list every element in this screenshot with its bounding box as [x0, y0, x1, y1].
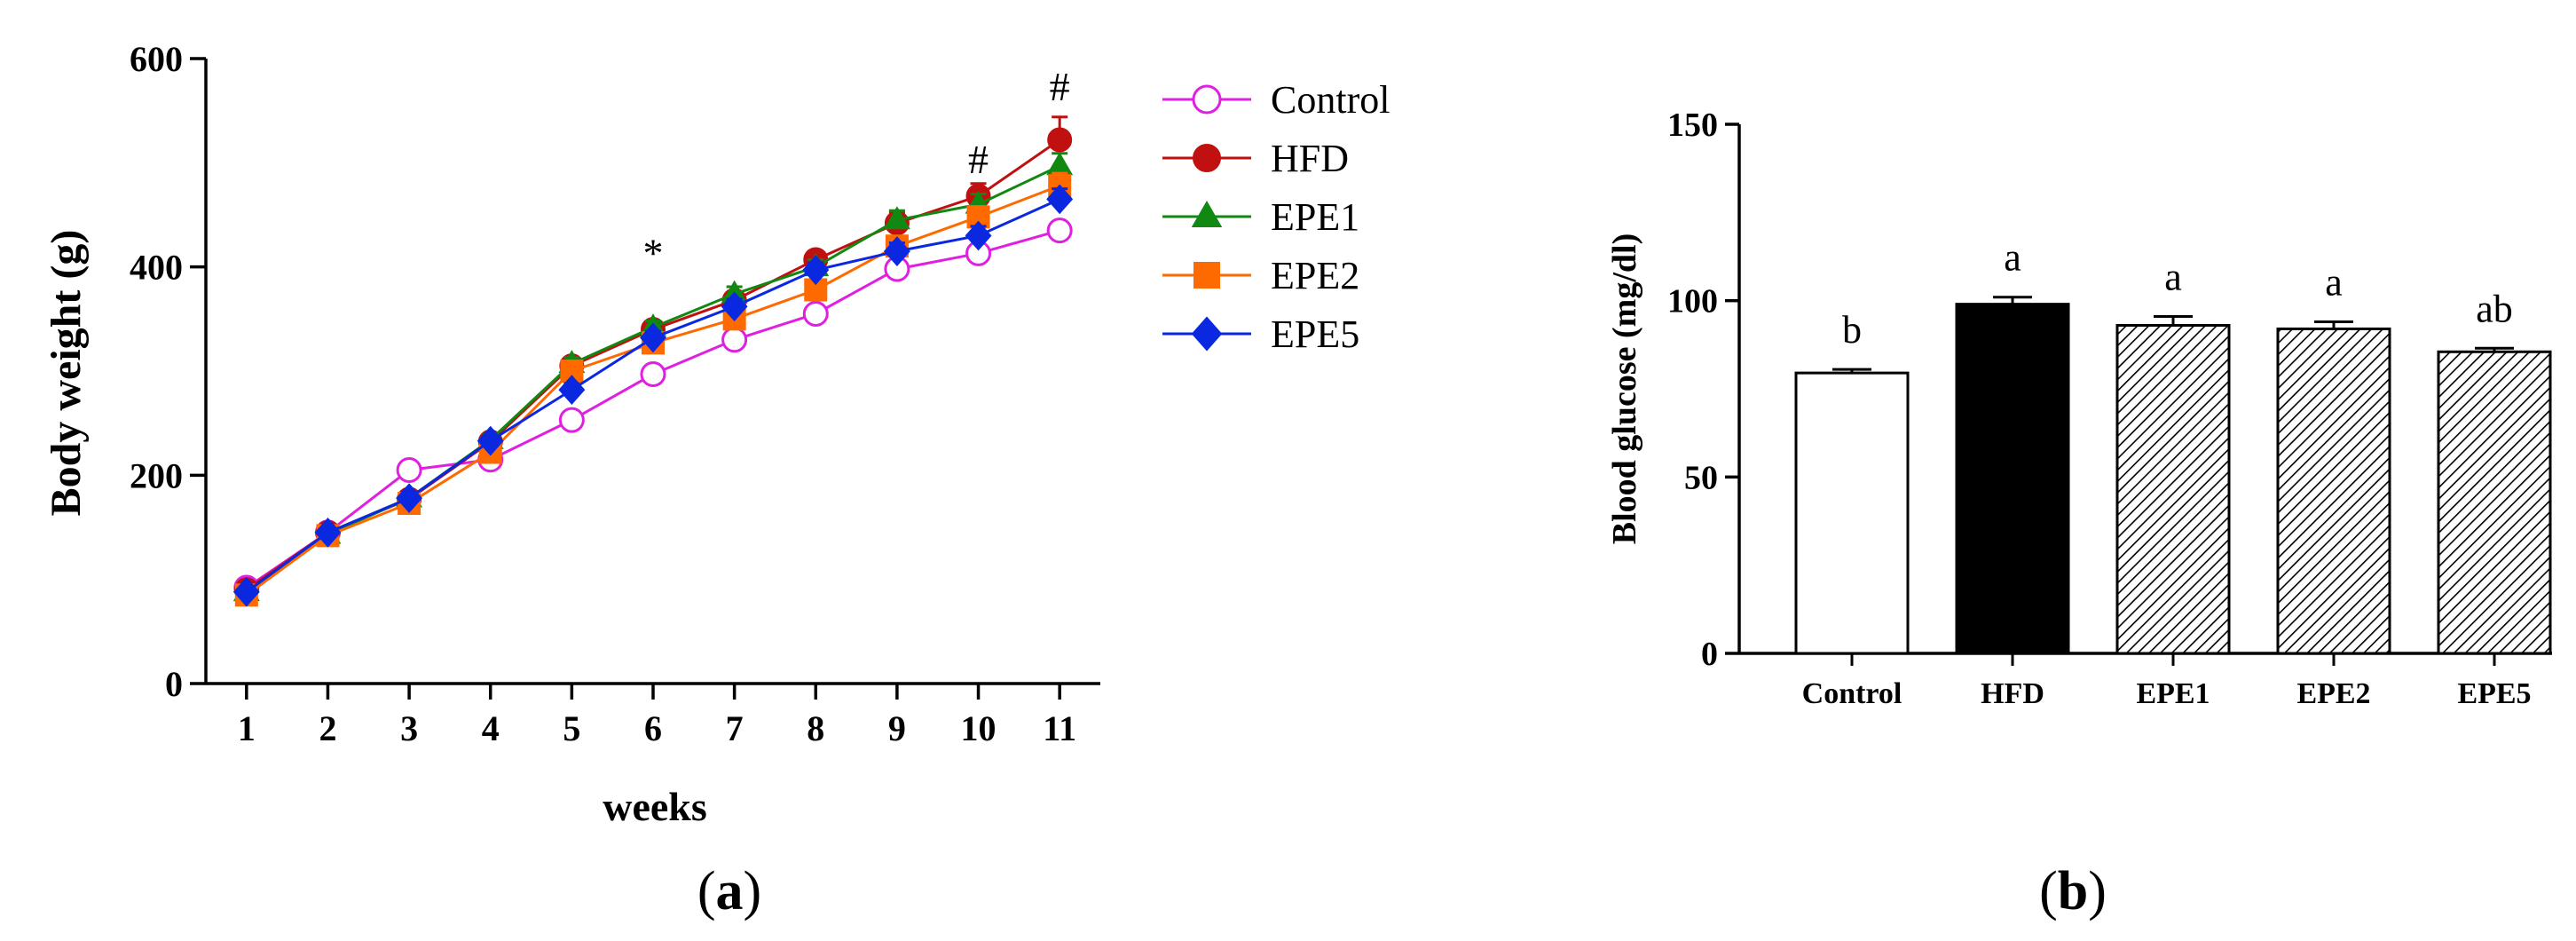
- y-tick-label: 50: [1684, 459, 1718, 496]
- x-tick-label: 1: [238, 708, 256, 748]
- category-label: EPE5: [2457, 677, 2531, 710]
- x-tick-label: 11: [1043, 708, 1076, 748]
- category-label: Control: [1802, 677, 1902, 710]
- data-point-epe5: [558, 375, 586, 406]
- data-point-epe5: [721, 291, 748, 322]
- x-tick-label: 6: [644, 708, 662, 748]
- panel-label-a: (a): [697, 861, 761, 921]
- x-tick-label: 2: [319, 708, 336, 748]
- series-hfd: [233, 115, 1073, 603]
- y-tick-label: 150: [1667, 107, 1718, 144]
- data-point-epe1: [1046, 152, 1074, 176]
- y-tick-label: 0: [165, 664, 183, 704]
- x-tick-label: 9: [888, 708, 906, 748]
- significance-letter: a: [2004, 236, 2021, 280]
- legend-marker: [1193, 144, 1221, 172]
- y-tick-label: 600: [130, 39, 183, 79]
- x-tick-label: 7: [726, 708, 744, 748]
- significance-letter: b: [1842, 308, 1862, 352]
- legend-item-hfd: HFD: [1162, 137, 1349, 180]
- data-point-epe1: [883, 206, 910, 230]
- y-axis-label: Blood glucose (mg/dl): [1606, 233, 1643, 544]
- legend-label-control: Control: [1271, 78, 1390, 122]
- x-tick-label: 5: [563, 708, 580, 748]
- legend-marker: [1191, 201, 1223, 227]
- legend-marker: [1191, 316, 1223, 352]
- legend-label-epe2: EPE2: [1271, 254, 1359, 297]
- data-point-control: [802, 300, 829, 327]
- legend-item-epe2: EPE2: [1162, 254, 1359, 297]
- significance-mark: #: [1050, 64, 1070, 109]
- significance-letter: ab: [2476, 287, 2513, 330]
- significance-mark: *: [643, 231, 664, 276]
- data-point-hfd: [1047, 127, 1073, 153]
- x-tick-label: 10: [961, 708, 997, 748]
- legend-marker: [1192, 84, 1222, 115]
- series-epe5: [232, 184, 1074, 607]
- x-tick-label: 8: [807, 708, 824, 748]
- legend-item-epe5: EPE5: [1162, 312, 1359, 356]
- panel-label-b: (b): [2039, 861, 2107, 921]
- data-point-epe5: [396, 483, 423, 514]
- data-point-control: [396, 456, 422, 483]
- legend-label-epe5: EPE5: [1271, 312, 1359, 356]
- legend-marker: [1193, 262, 1220, 289]
- series-line-control: [245, 229, 1060, 589]
- legend-label-epe1: EPE1: [1271, 195, 1359, 239]
- data-point-control: [640, 361, 666, 388]
- legend-item-control: Control: [1162, 78, 1390, 122]
- data-point-epe5: [883, 236, 910, 266]
- data-point-epe5: [1046, 184, 1074, 215]
- legend-item-epe1: EPE1: [1162, 195, 1359, 239]
- blood-glucose-bar-chart: 0 50 100 150 Blood glucose (mg/dl) b a a a ab C…: [1606, 107, 2552, 710]
- data-point-epe5: [314, 517, 342, 548]
- bar-control: [1794, 371, 1910, 655]
- body-weight-line-chart: 0 200 400 600 1 2 3 4 5 6 7 8 9 10 11 Body weight (g)…: [43, 39, 1390, 829]
- y-tick-label: 100: [1667, 283, 1718, 320]
- x-tick-label: 3: [400, 708, 418, 748]
- bar-hfd: [1955, 303, 2070, 655]
- bar-epe1: [2115, 323, 2231, 655]
- data-point-epe5: [965, 220, 992, 251]
- data-point-epe5: [640, 322, 666, 353]
- data-point-epe5: [802, 255, 830, 286]
- data-point-control: [1046, 217, 1073, 244]
- bar-epe5: [2437, 350, 2552, 655]
- category-label: EPE1: [2136, 677, 2210, 710]
- y-tick-label: 400: [130, 248, 183, 288]
- significance-letter: a: [2164, 256, 2182, 299]
- significance-letter: a: [2325, 261, 2343, 304]
- y-tick-label: 0: [1701, 636, 1718, 673]
- series-control: [233, 217, 1073, 601]
- x-axis-label: weeks: [603, 784, 707, 829]
- data-point-epe5: [477, 425, 504, 456]
- significance-mark: #: [968, 137, 989, 182]
- legend-label-hfd: HFD: [1271, 137, 1349, 180]
- y-tick-label: 200: [130, 455, 183, 495]
- data-point-control: [558, 407, 585, 433]
- y-axis-label: Body weight (g): [43, 230, 90, 517]
- x-tick-label: 4: [482, 708, 500, 748]
- data-point-control: [721, 327, 748, 353]
- bar-epe2: [2276, 327, 2391, 655]
- data-point-epe5: [232, 576, 260, 607]
- category-label: EPE2: [2296, 677, 2370, 710]
- category-label: HFD: [1981, 677, 2044, 710]
